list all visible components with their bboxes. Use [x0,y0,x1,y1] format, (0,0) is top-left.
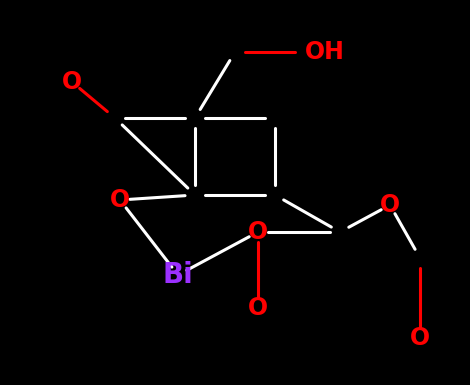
Text: O: O [62,70,82,94]
Text: OH: OH [305,40,345,64]
Text: O: O [248,220,268,244]
Text: O: O [380,193,400,217]
Text: O: O [248,296,268,320]
Text: O: O [110,188,130,212]
Text: O: O [410,326,430,350]
Text: Bi: Bi [163,261,193,289]
